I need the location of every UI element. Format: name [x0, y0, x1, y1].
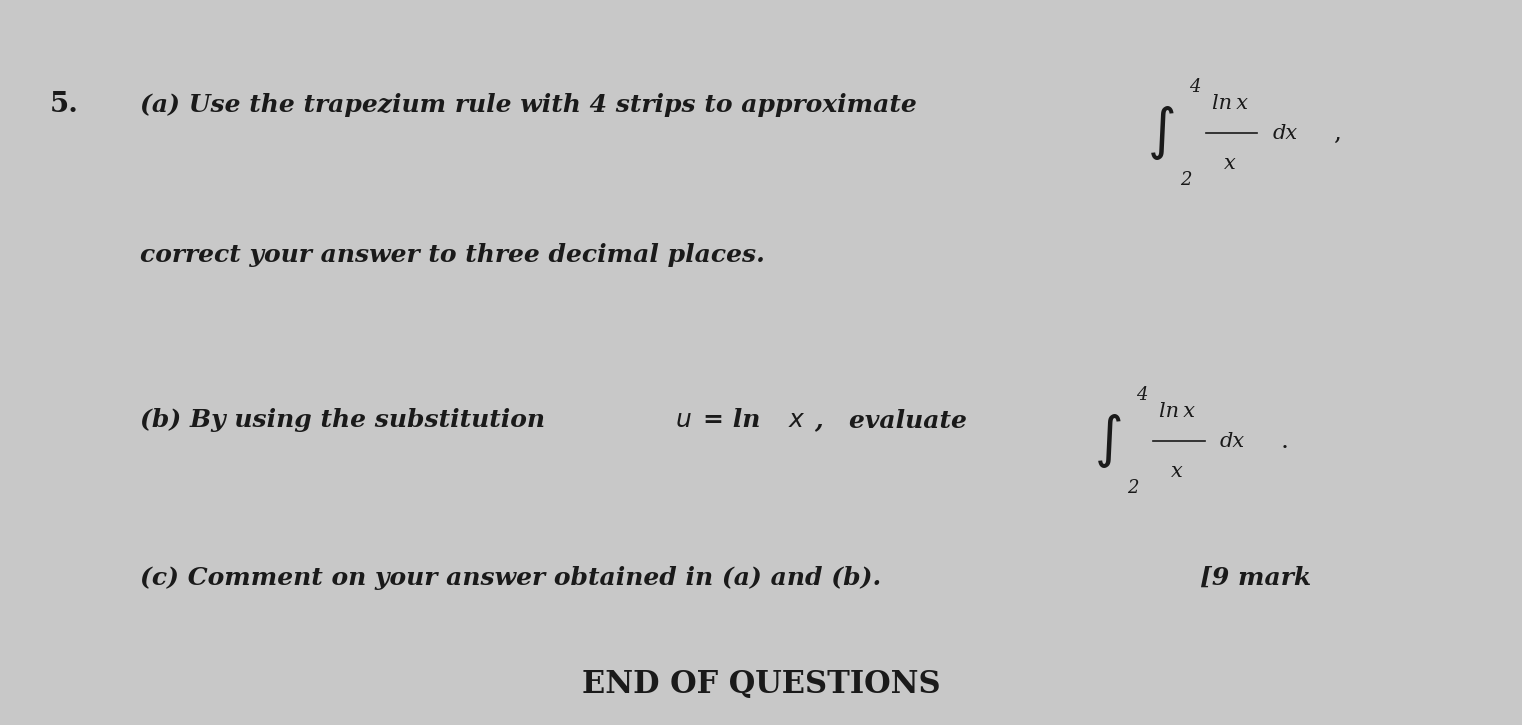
Text: dx: dx [1219, 432, 1245, 451]
Text: 5.: 5. [50, 91, 79, 118]
Text: [9 mark: [9 mark [1199, 566, 1312, 589]
Text: x: x [1224, 154, 1236, 173]
Text: = ln: = ln [703, 408, 761, 432]
Text: $\int$: $\int$ [1148, 104, 1175, 162]
Text: dx: dx [1272, 124, 1298, 143]
Text: 4: 4 [1189, 78, 1201, 96]
Text: ln x: ln x [1212, 94, 1248, 112]
Text: 2: 2 [1128, 479, 1138, 497]
Text: 4: 4 [1137, 386, 1148, 404]
Text: x: x [1172, 462, 1183, 481]
Text: $u$: $u$ [674, 408, 691, 432]
Text: ,   evaluate: , evaluate [814, 408, 966, 432]
Text: ln x: ln x [1160, 402, 1195, 420]
Text: (a) Use the trapezium rule with 4 strips to approximate: (a) Use the trapezium rule with 4 strips… [140, 93, 918, 117]
Text: ,: , [1333, 122, 1341, 145]
Text: (c) Comment on your answer obtained in (a) and (b).: (c) Comment on your answer obtained in (… [140, 566, 881, 589]
Text: END OF QUESTIONS: END OF QUESTIONS [581, 669, 941, 700]
Text: correct your answer to three decimal places.: correct your answer to three decimal pla… [140, 243, 766, 267]
Text: (b) By using the substitution: (b) By using the substitution [140, 408, 545, 432]
Text: 2: 2 [1180, 171, 1192, 188]
Text: .: . [1280, 430, 1288, 453]
Text: $x$: $x$ [788, 408, 805, 432]
Text: $\int$: $\int$ [1094, 413, 1122, 471]
